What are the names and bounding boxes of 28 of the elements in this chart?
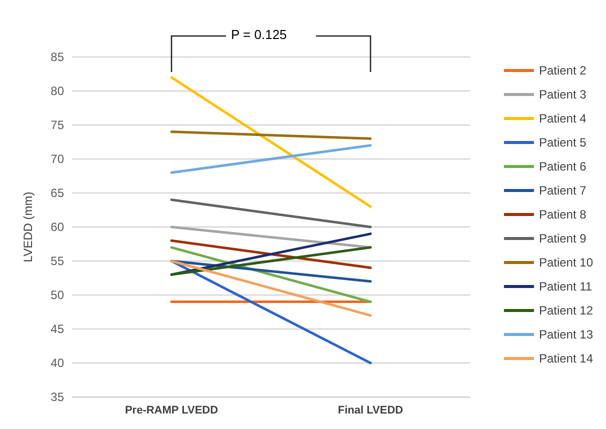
text: P = 0.125 — [231, 27, 287, 42]
y-tick-label: 80 — [50, 84, 64, 98]
y-axis-title: LVEDD (mm) — [21, 192, 35, 262]
y-tick-label: 60 — [50, 220, 64, 234]
x-tick-label: Final LVEDD — [338, 404, 404, 416]
legend-label: Patient 12 — [538, 304, 594, 318]
legend-label: Patient 13 — [538, 328, 594, 342]
y-tick-label: 70 — [50, 152, 64, 166]
legend-label: Patient 11 — [538, 280, 592, 294]
y-tick-label: 40 — [50, 356, 64, 370]
y-tick-label: 45 — [50, 322, 64, 336]
y-tick-label: 50 — [50, 288, 64, 302]
legend-label: Patient 4 — [538, 112, 587, 126]
y-tick-label: 35 — [50, 390, 64, 404]
x-tick-label: Pre-RAMP LVEDD — [124, 404, 218, 416]
legend-label: Patient 10 — [538, 256, 594, 270]
legend-label: Patient 9 — [538, 232, 587, 246]
y-tick-label: 55 — [50, 254, 64, 268]
y-tick-label: 85 — [50, 50, 64, 64]
legend-label: Patient 14 — [538, 352, 594, 366]
legend-label: Patient 5 — [538, 136, 587, 150]
y-tick-label: 65 — [50, 186, 64, 200]
legend-label: Patient 3 — [538, 88, 587, 102]
legend-label: Patient 7 — [538, 184, 587, 198]
legend-label: Patient 6 — [538, 160, 587, 174]
y-tick-label: 75 — [50, 118, 64, 132]
legend-label: Patient 2 — [538, 64, 587, 78]
legend-label: Patient 8 — [538, 208, 587, 222]
